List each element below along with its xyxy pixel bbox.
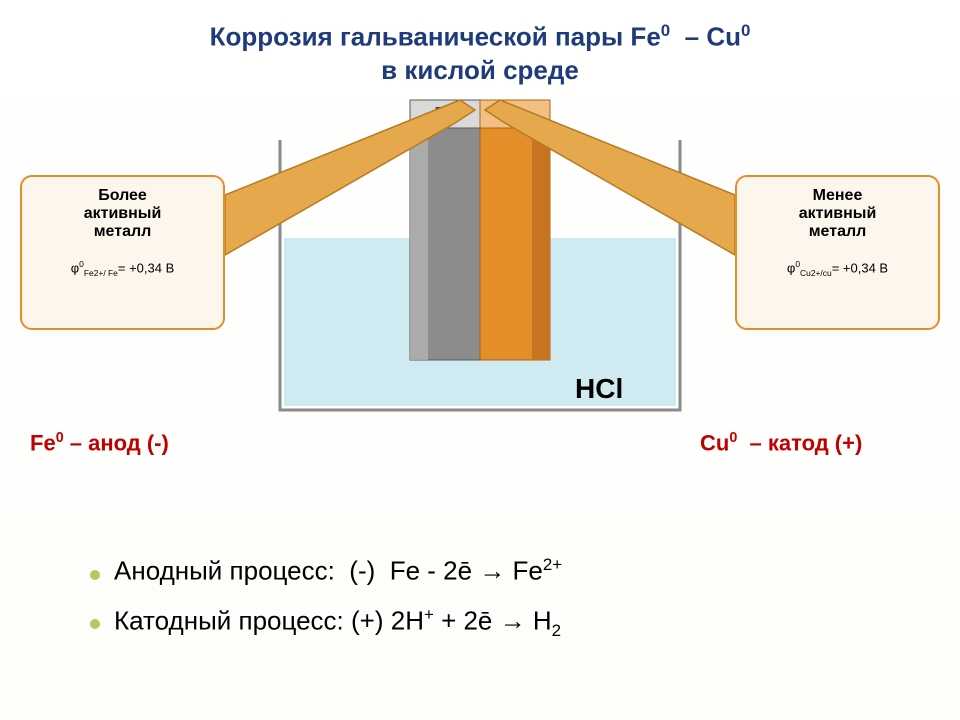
left-callout-potential: φ0Fe2+/ Fe= +0,34 В xyxy=(30,259,215,278)
process-list: Анодный процесс: (-) Fe - 2ē → Fe2+ Като… xyxy=(90,555,562,659)
right-callout: Менееактивныйметалл φ0Cu2+/cu= +0,34 В xyxy=(735,175,940,330)
anode-process-row: Анодный процесс: (-) Fe - 2ē → Fe2+ xyxy=(90,555,562,587)
anode-process-text: Анодный процесс: (-) Fe - 2ē → Fe2+ xyxy=(114,555,562,587)
bullet-icon xyxy=(90,619,100,629)
cathode-process-text: Катодный процесс: (+) 2H+ + 2ē → H2 xyxy=(114,605,561,641)
cathode-label: Cu0 – катод (+) xyxy=(700,430,862,456)
left-callout-main: Болееактивныйметалл xyxy=(30,187,215,241)
anode-label: Fe0 – анод (-) xyxy=(30,430,169,456)
right-callout-potential: φ0Cu2+/cu= +0,34 В xyxy=(745,259,930,278)
cathode-process-row: Катодный процесс: (+) 2H+ + 2ē → H2 xyxy=(90,605,562,641)
solution-label: HCl xyxy=(575,373,623,404)
left-callout: Болееактивныйметалл φ0Fe2+/ Fe= +0,34 В xyxy=(20,175,225,330)
bullet-icon xyxy=(90,570,100,580)
right-callout-main: Менееактивныйметалл xyxy=(745,187,930,241)
